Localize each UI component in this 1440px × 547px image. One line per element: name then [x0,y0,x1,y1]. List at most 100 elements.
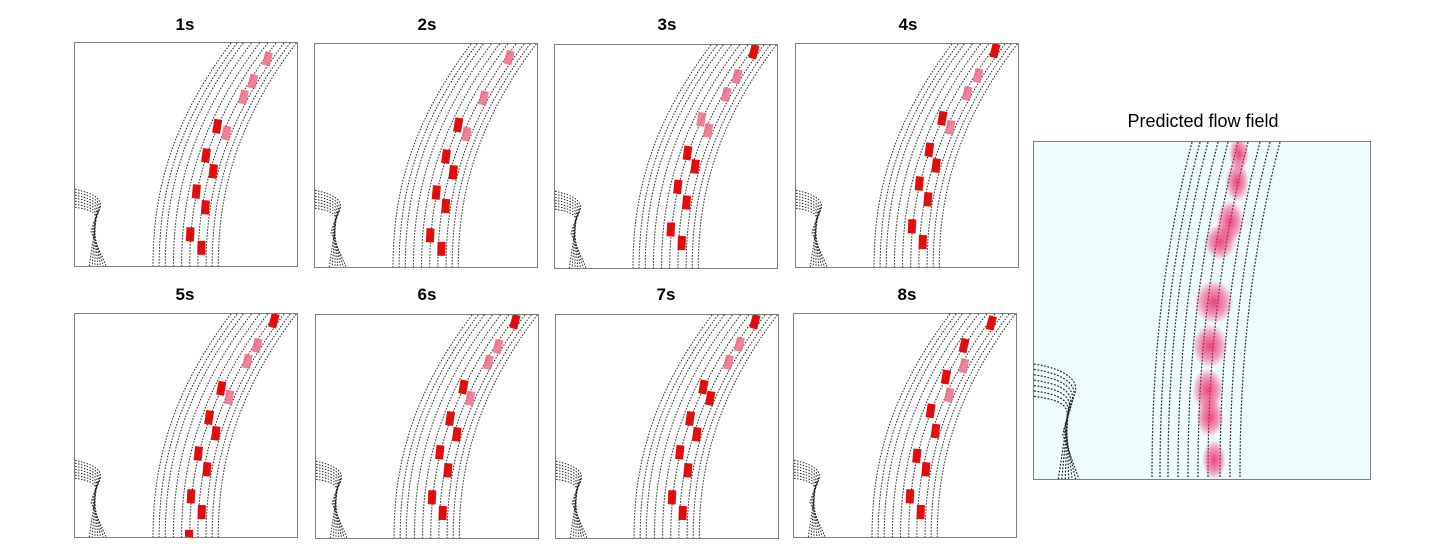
vehicle-marker [210,425,221,441]
lane-line [457,44,537,267]
vehicle-marker [685,411,696,426]
lane-line [893,44,973,267]
vehicle-marker [925,403,936,419]
vehicle-marker [698,379,709,395]
vehicle-marker [208,163,218,179]
side-road-line [556,466,580,538]
vehicle-marker [914,176,924,191]
road-scene-svg [75,314,297,537]
lane-line [938,44,1018,267]
vehicle-marker [185,227,195,242]
side-road-line [75,200,102,266]
side-road-line [796,195,820,267]
side-road-line [75,206,107,266]
lane-line [902,44,981,267]
vehicle-marker [923,191,933,207]
lane-line [644,45,724,268]
vehicle-marker [238,89,249,105]
scene-panel-3s [554,44,778,269]
lane-line [900,314,979,537]
lane-line [405,315,485,538]
scene-panel-8s [793,313,1017,538]
side-road-line [1034,385,1073,479]
lane-line [458,315,538,538]
vehicle-marker [731,68,743,85]
lane-line [392,44,472,267]
side-road-line [1034,368,1075,479]
vehicle-marker [435,444,445,460]
side-road-line [794,459,821,537]
vehicle-marker [441,198,451,214]
lane-line [652,45,732,268]
lane-line [873,44,953,267]
flow-blob [1192,324,1228,368]
side-road-line [1034,363,1077,479]
vehicle-marker [478,90,489,106]
road-scene-svg [316,315,538,538]
side-road-line [316,472,343,538]
side-road-line [315,189,342,267]
vehicle-marker [985,315,997,331]
vehicle-marker [723,354,734,370]
vehicle-marker [186,489,196,504]
lane-line [399,315,479,538]
side-road-line [75,474,104,537]
lane-line [413,315,493,538]
side-road-line [556,472,583,538]
vehicle-marker [465,390,476,406]
panel-title-2s: 2s [417,15,437,34]
road-scene-svg [555,45,777,268]
vehicle-marker [197,240,206,255]
vehicle-marker [247,73,259,89]
side-road-line [796,189,823,267]
vehicle-marker [212,118,223,134]
vehicle-marker [221,125,232,141]
flow-blob [1204,224,1236,260]
scene-panel-6s [315,314,539,539]
lane-line [891,314,971,537]
vehicle-marker [458,379,469,395]
side-road-line [75,477,107,537]
vehicle-marker [261,51,274,67]
scene-panel-2s [314,43,538,268]
lane-line [211,43,291,266]
vehicle-marker [733,336,745,353]
flow-field-panel [1033,141,1371,480]
lane-line [691,45,771,268]
vehicle-marker [931,158,941,173]
side-road-line [556,478,588,538]
side-road-line [315,201,342,267]
lane-line [916,314,996,537]
vehicle-marker [690,159,700,174]
lane-line [936,314,1016,537]
road-scene-svg [796,44,1018,267]
lane-line [932,44,1012,267]
lane-line [164,43,244,266]
vehicle-marker [907,219,917,234]
lane-line [164,314,244,537]
vehicle-marker [958,358,970,374]
lane-line [172,43,252,266]
vehicle-marker [268,314,280,329]
panel-title-3s: 3s [657,15,677,34]
lane-line [205,314,285,537]
side-road-line [796,207,828,267]
road-scene-svg [75,43,297,266]
lane-line [871,314,951,537]
vehicle-marker [438,505,447,521]
lane-line [197,314,277,537]
side-road-line [316,460,343,538]
lane-line [678,315,758,538]
vehicle-marker [924,142,935,158]
lane-line [404,44,484,267]
vehicle-marker [453,117,464,133]
vehicle-marker [242,353,253,369]
side-road-line [556,475,585,538]
vehicle-marker [451,426,462,442]
lane-line [926,44,1006,267]
vehicle-marker [905,489,915,504]
vehicle-marker [937,110,948,126]
flow-blob [1225,162,1249,202]
panel-title-5s: 5s [175,285,195,304]
lane-line [885,44,965,267]
